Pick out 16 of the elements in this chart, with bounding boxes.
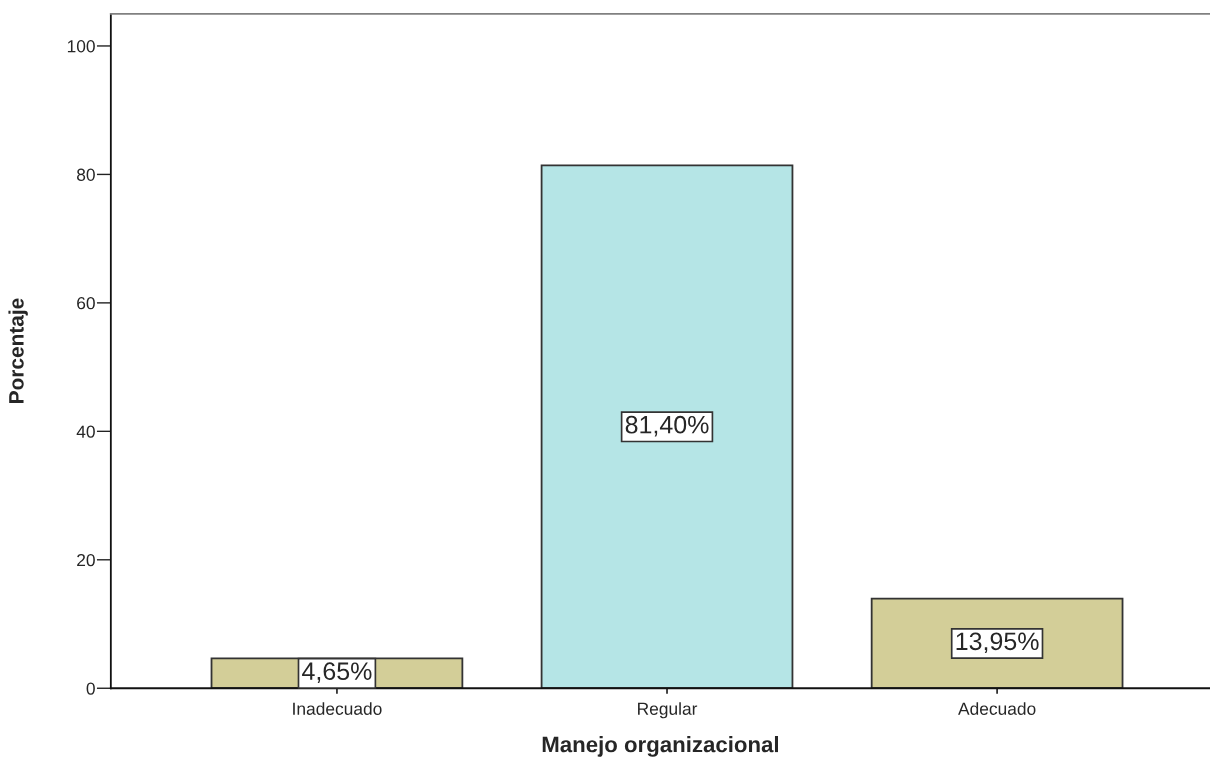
data-label: 13,95% bbox=[956, 632, 1039, 654]
x-tick-label: Adecuado bbox=[958, 702, 1036, 715]
y-tick-label: 40 bbox=[76, 425, 95, 438]
y-tick-label: 100 bbox=[67, 40, 95, 53]
bar bbox=[870, 597, 1124, 689]
y-tick-label: 0 bbox=[86, 682, 95, 695]
data-label: 4,65% bbox=[302, 662, 372, 683]
y-tick-label: 80 bbox=[77, 168, 95, 181]
x-axis-title: Manejo organizacional bbox=[542, 736, 779, 757]
y-tick-label: 20 bbox=[77, 553, 95, 567]
bar bbox=[540, 164, 794, 689]
x-tick-label: Regular bbox=[638, 702, 698, 719]
x-tick-label: Inadecuado bbox=[293, 702, 382, 715]
y-axis-title: Porcentaje bbox=[8, 298, 28, 403]
y-tick-label: 60 bbox=[77, 297, 95, 310]
data-label: 81,40% bbox=[625, 415, 709, 437]
